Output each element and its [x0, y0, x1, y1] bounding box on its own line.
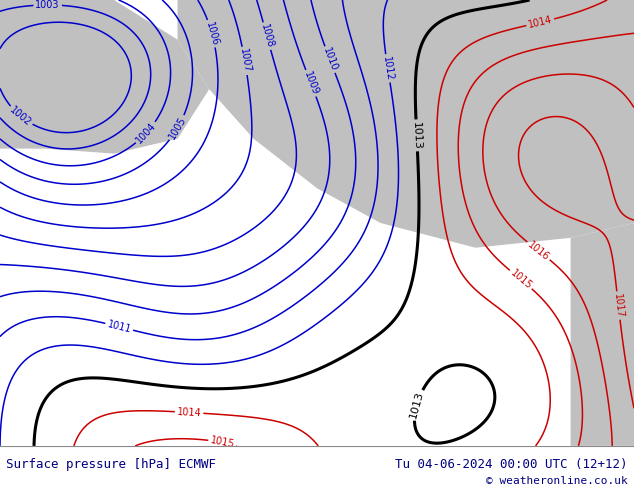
Polygon shape	[571, 223, 634, 446]
Text: 1002: 1002	[8, 104, 34, 128]
Text: 1013: 1013	[408, 390, 425, 420]
Text: 1011: 1011	[106, 319, 133, 335]
Text: 1014: 1014	[527, 15, 553, 30]
Text: 1012: 1012	[381, 55, 394, 81]
Text: 1004: 1004	[134, 121, 158, 146]
Text: 1003: 1003	[36, 0, 60, 10]
Text: 1010: 1010	[321, 47, 339, 73]
Text: 1014: 1014	[177, 407, 202, 418]
Text: 1009: 1009	[302, 70, 320, 97]
Polygon shape	[178, 0, 634, 248]
Text: 1008: 1008	[259, 23, 275, 49]
Text: 1016: 1016	[526, 240, 551, 263]
Polygon shape	[0, 0, 209, 153]
Text: 1006: 1006	[204, 21, 220, 47]
Text: 1015: 1015	[508, 268, 533, 291]
Text: 1005: 1005	[167, 115, 188, 141]
Text: Tu 04-06-2024 00:00 UTC (12+12): Tu 04-06-2024 00:00 UTC (12+12)	[395, 458, 628, 471]
Text: Surface pressure [hPa] ECMWF: Surface pressure [hPa] ECMWF	[6, 458, 216, 471]
Text: © weatheronline.co.uk: © weatheronline.co.uk	[486, 476, 628, 487]
Text: 1015: 1015	[209, 435, 235, 450]
Text: 1007: 1007	[238, 48, 252, 74]
Text: 1017: 1017	[612, 293, 624, 318]
Text: 1013: 1013	[411, 121, 422, 149]
